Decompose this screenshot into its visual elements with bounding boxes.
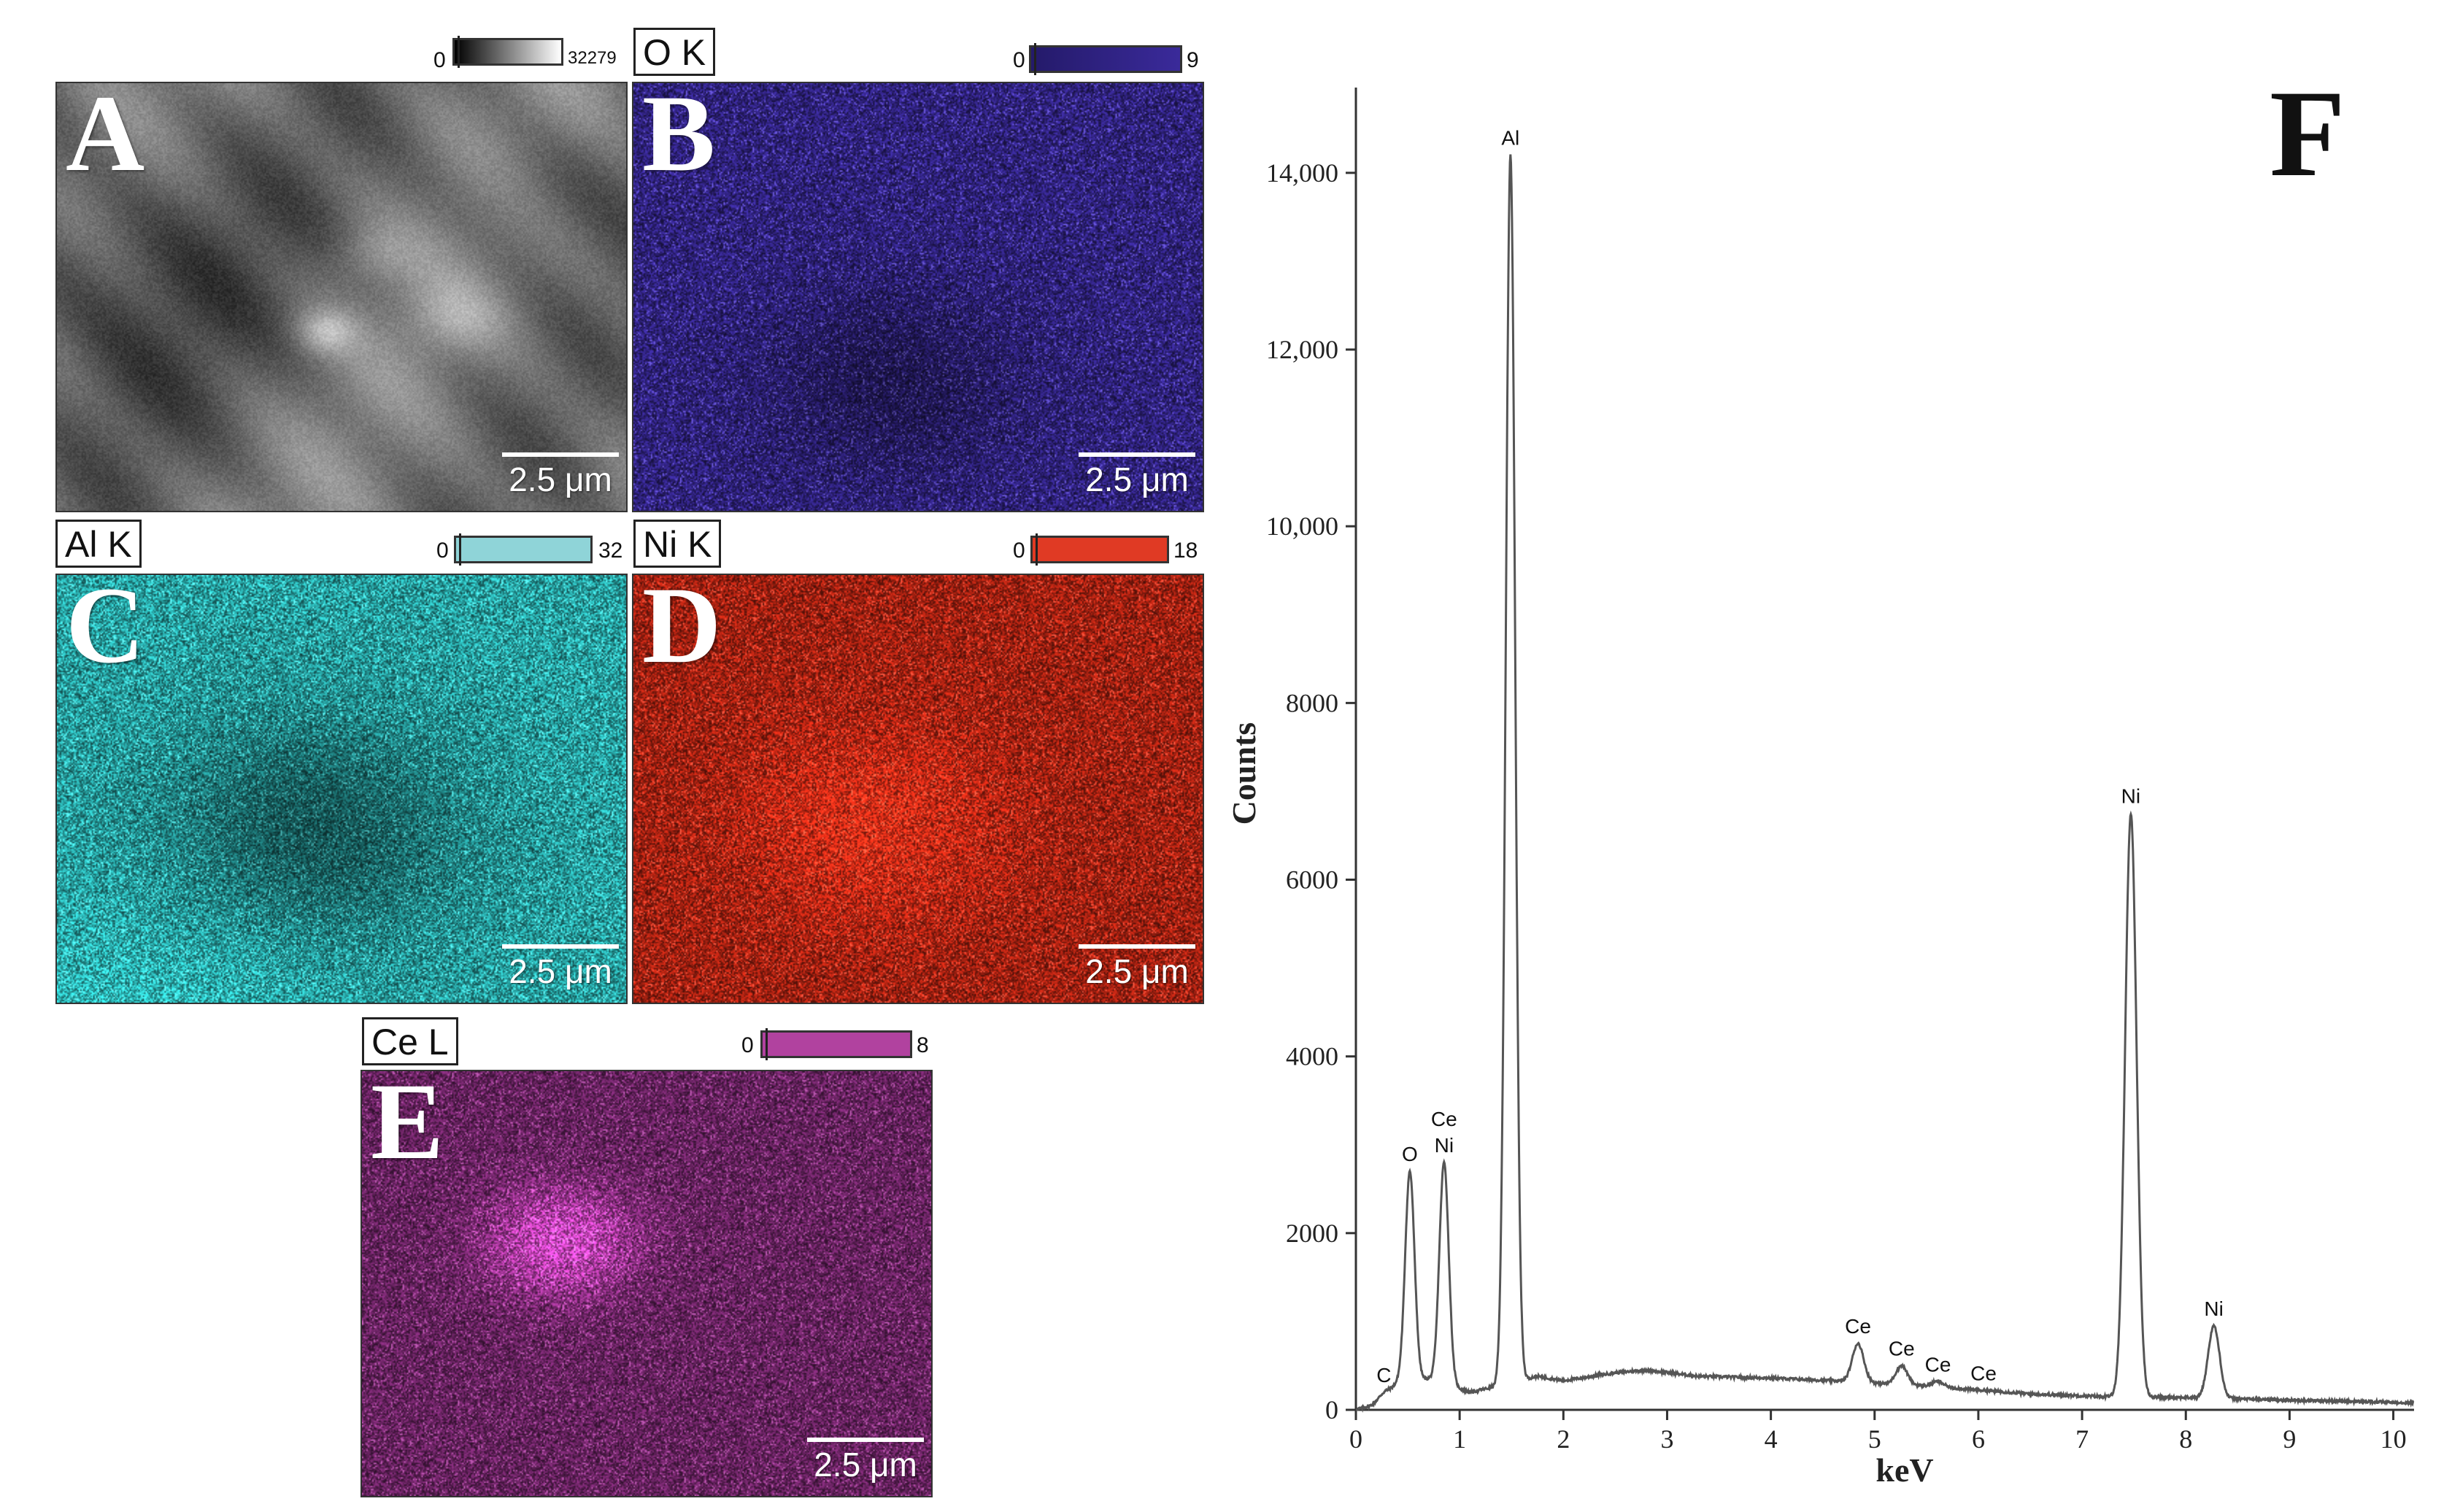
panel-d-label: D bbox=[642, 574, 722, 686]
panel-b-texture bbox=[633, 83, 1203, 511]
spectrum-ticks: 0 1 2 3 4 5 6 7 8 9 10 0 2000 4000 6000 8000 10,000 12,00… bbox=[1266, 158, 2407, 1454]
x-tick-label: 3 bbox=[1660, 1424, 1673, 1454]
colorbar-tick bbox=[766, 1028, 768, 1060]
panel-a-scalebar-label: 2.5 μm bbox=[509, 460, 612, 498]
peak-label: Ni bbox=[1435, 1134, 1454, 1157]
y-tick-label: 12,000 bbox=[1266, 335, 1338, 364]
panel-e-element-label: Ce L bbox=[362, 1017, 458, 1065]
panel-b-label: B bbox=[642, 82, 716, 194]
panel-e-colorbar-max: 8 bbox=[917, 1033, 929, 1057]
x-tick-label: 7 bbox=[2075, 1424, 2089, 1454]
peak-label: Ce bbox=[1431, 1108, 1457, 1130]
x-axis-label: keV bbox=[1875, 1451, 1933, 1489]
x-tick-label: 8 bbox=[2179, 1424, 2192, 1454]
spectrum-axes bbox=[1354, 88, 2414, 1411]
panel-d-scalebar-label: 2.5 μm bbox=[1085, 952, 1189, 990]
panel-e-colorbar bbox=[760, 1028, 912, 1060]
peak-label: Ce bbox=[1889, 1337, 1915, 1359]
panel-b-scalebar bbox=[1079, 452, 1195, 457]
panel-e-scalebar-label: 2.5 μm bbox=[814, 1446, 917, 1484]
panel-e-texture bbox=[362, 1071, 931, 1496]
peak-label: Ni bbox=[2204, 1297, 2223, 1320]
y-axis-label: Counts bbox=[1225, 722, 1262, 825]
peak-label: Ni bbox=[2121, 785, 2140, 808]
panel-a-label: A bbox=[66, 82, 145, 194]
panel-d-colorbar bbox=[1030, 533, 1169, 566]
panel-e-label: E bbox=[371, 1070, 444, 1182]
x-tick-label: 2 bbox=[1557, 1424, 1570, 1454]
panel-c-scalebar bbox=[502, 944, 619, 949]
x-tick-label: 4 bbox=[1765, 1424, 1778, 1454]
panel-d-scalebar bbox=[1079, 944, 1195, 949]
y-tick-label: 2000 bbox=[1286, 1219, 1338, 1248]
panel-e-colorbar-min: 0 bbox=[741, 1033, 754, 1057]
x-tick-label: 0 bbox=[1349, 1424, 1362, 1454]
y-tick-label: 14,000 bbox=[1266, 158, 1338, 188]
y-tick-label: 10,000 bbox=[1266, 512, 1338, 541]
x-tick-label: 1 bbox=[1453, 1424, 1466, 1454]
spectrum-line bbox=[1356, 154, 2415, 1413]
panel-c-label: C bbox=[66, 574, 145, 686]
x-tick-label: 10 bbox=[2380, 1424, 2407, 1454]
panel-c-colorbar bbox=[454, 533, 593, 566]
panel-a-colorbar bbox=[452, 36, 563, 68]
panel-b-colorbar-min: 0 bbox=[1013, 48, 1025, 72]
peak-label: Ce bbox=[1925, 1353, 1951, 1376]
panel-f-eds-spectrum: 0 1 2 3 4 5 6 7 8 9 10 0 2000 4000 6000 8000 10,000 12,00… bbox=[1225, 65, 2415, 1489]
panel-d-element-label: Ni K bbox=[633, 520, 722, 568]
y-tick-label: 4000 bbox=[1286, 1042, 1338, 1071]
peak-label: C bbox=[1376, 1364, 1391, 1386]
panel-a-colorbar-min: 0 bbox=[433, 48, 446, 72]
panel-a-colorbar-max: 32279 bbox=[568, 48, 617, 68]
panel-b-colorbar bbox=[1029, 43, 1182, 75]
peak-label: Ce bbox=[1970, 1362, 1997, 1384]
x-tick-label: 9 bbox=[2283, 1424, 2296, 1454]
panel-d-texture bbox=[633, 575, 1203, 1003]
panel-c-colorbar-min: 0 bbox=[436, 539, 449, 563]
spectrum-peak-labels: C O Ni Ce Al Ce Ce Ce Ce Ni Ni bbox=[1376, 127, 2224, 1386]
colorbar-tick bbox=[1036, 533, 1038, 566]
panel-c-element-label: Al K bbox=[55, 520, 142, 568]
panel-c-colorbar-max: 32 bbox=[598, 539, 623, 563]
panel-c-scalebar-label: 2.5 μm bbox=[509, 952, 612, 990]
panel-e-cerium-map: E 2.5 μm bbox=[361, 1070, 933, 1497]
y-tick-label: 8000 bbox=[1286, 688, 1338, 717]
x-tick-label: 5 bbox=[1868, 1424, 1881, 1454]
colorbar-tick bbox=[459, 533, 461, 566]
panel-a-sem-image: A 2.5 μm bbox=[55, 82, 628, 512]
panel-d-colorbar-max: 18 bbox=[1173, 539, 1198, 563]
peak-label: O bbox=[1402, 1143, 1418, 1165]
panel-c-texture bbox=[57, 575, 626, 1003]
x-tick-label: 6 bbox=[1972, 1424, 1985, 1454]
panel-a-texture bbox=[57, 83, 626, 511]
panel-b-element-label: O K bbox=[633, 28, 716, 76]
panel-b-scalebar-label: 2.5 μm bbox=[1085, 460, 1189, 498]
y-tick-label: 6000 bbox=[1286, 865, 1338, 895]
peak-label: Ce bbox=[1845, 1315, 1871, 1338]
panel-d-colorbar-min: 0 bbox=[1013, 539, 1025, 563]
panel-b-colorbar-max: 9 bbox=[1187, 48, 1199, 72]
colorbar-tick bbox=[458, 36, 460, 68]
peak-label: Al bbox=[1501, 127, 1519, 150]
panel-b-oxygen-map: B 2.5 μm bbox=[632, 82, 1204, 512]
panel-e-scalebar bbox=[807, 1438, 924, 1442]
panel-d-nickel-map: D 2.5 μm bbox=[632, 574, 1204, 1004]
panel-f-label: F bbox=[2270, 65, 2345, 202]
panel-c-aluminium-map: C 2.5 μm bbox=[55, 574, 628, 1004]
colorbar-tick bbox=[1034, 43, 1036, 75]
y-tick-label: 0 bbox=[1325, 1395, 1338, 1424]
panel-a-scalebar bbox=[502, 452, 619, 457]
